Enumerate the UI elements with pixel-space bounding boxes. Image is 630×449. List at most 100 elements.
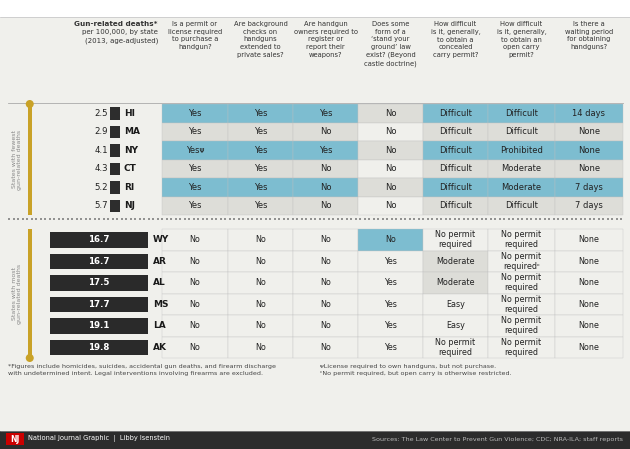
Text: (2013, age-adjusted): (2013, age-adjusted): [84, 37, 158, 44]
Bar: [488, 315, 555, 336]
Bar: [488, 251, 555, 272]
Bar: [293, 315, 358, 336]
Text: 4.1: 4.1: [94, 146, 108, 155]
Text: Difficult: Difficult: [439, 109, 472, 118]
Text: Yes: Yes: [384, 278, 397, 287]
Bar: [293, 251, 358, 272]
Text: Easy: Easy: [446, 300, 465, 309]
Text: WY: WY: [153, 235, 169, 244]
Bar: [8, 251, 162, 272]
Text: MS: MS: [153, 300, 168, 309]
Text: Difficult: Difficult: [439, 164, 472, 173]
Text: 14 days: 14 days: [573, 109, 605, 118]
Text: Difficult: Difficult: [439, 183, 472, 192]
Text: None: None: [578, 278, 599, 287]
Bar: [423, 197, 488, 215]
Bar: [28, 104, 32, 215]
Text: No: No: [320, 127, 331, 136]
Text: 5.7: 5.7: [94, 201, 108, 210]
Text: No: No: [320, 183, 331, 192]
Bar: [488, 159, 555, 178]
Text: Yes: Yes: [188, 201, 202, 210]
Bar: [358, 229, 423, 251]
Text: 16.7: 16.7: [88, 235, 110, 244]
Bar: [50, 275, 148, 291]
Bar: [293, 294, 358, 315]
Bar: [488, 123, 555, 141]
Text: No: No: [320, 201, 331, 210]
Text: 7 days: 7 days: [575, 183, 603, 192]
Bar: [293, 178, 358, 197]
Bar: [162, 197, 228, 215]
Text: Prohibited: Prohibited: [500, 146, 543, 155]
Text: 19.1: 19.1: [88, 321, 110, 330]
Bar: [228, 315, 293, 336]
Bar: [488, 178, 555, 197]
Text: *Figures include homicides, suicides, accidental gun deaths, and firearm dischar: *Figures include homicides, suicides, ac…: [8, 364, 276, 376]
Text: No permit
required: No permit required: [501, 273, 542, 292]
Bar: [8, 229, 162, 251]
Bar: [358, 294, 423, 315]
Bar: [162, 104, 228, 123]
Bar: [162, 123, 228, 141]
Bar: [162, 294, 228, 315]
Text: No: No: [320, 321, 331, 330]
Text: No: No: [255, 300, 266, 309]
Text: RI: RI: [124, 183, 134, 192]
Bar: [50, 232, 148, 247]
Bar: [228, 229, 293, 251]
Text: Yes: Yes: [319, 146, 332, 155]
Text: No: No: [320, 343, 331, 352]
Bar: [423, 141, 488, 159]
Bar: [555, 159, 623, 178]
Circle shape: [26, 100, 34, 108]
Bar: [358, 315, 423, 336]
Bar: [8, 104, 162, 123]
Text: None: None: [578, 235, 599, 244]
Bar: [555, 123, 623, 141]
Bar: [110, 163, 120, 175]
Text: Yes: Yes: [254, 146, 267, 155]
Text: Sources: The Law Center to Prevent Gun Violence; CDC; NRA-ILA; staff reports: Sources: The Law Center to Prevent Gun V…: [372, 436, 623, 441]
Text: No: No: [385, 127, 396, 136]
Text: 4.3: 4.3: [94, 164, 108, 173]
Bar: [555, 272, 623, 294]
Text: Yes: Yes: [188, 183, 202, 192]
Text: How difficult
is it, generally,
to obtain an
open carry
permit?: How difficult is it, generally, to obtai…: [496, 21, 546, 58]
Text: Yes: Yes: [188, 109, 202, 118]
Bar: [555, 294, 623, 315]
Text: Yes: Yes: [319, 109, 332, 118]
Text: Is there a
waiting period
for obtaining
handguns?: Is there a waiting period for obtaining …: [565, 21, 613, 50]
Bar: [488, 336, 555, 358]
Text: AR: AR: [153, 257, 167, 266]
Bar: [228, 336, 293, 358]
Text: Yes: Yes: [384, 321, 397, 330]
Text: 5.2: 5.2: [94, 183, 108, 192]
Text: No: No: [255, 278, 266, 287]
Bar: [423, 159, 488, 178]
Text: No: No: [385, 235, 396, 244]
Text: No: No: [320, 164, 331, 173]
Text: No permit
requiredᶜ: No permit requiredᶜ: [501, 251, 542, 271]
Bar: [358, 251, 423, 272]
Bar: [8, 272, 162, 294]
Bar: [228, 104, 293, 123]
Text: None: None: [578, 321, 599, 330]
Text: No: No: [385, 164, 396, 173]
Text: MA: MA: [124, 127, 140, 136]
Bar: [555, 141, 623, 159]
Bar: [358, 178, 423, 197]
Text: 2.5: 2.5: [94, 109, 108, 118]
Text: No: No: [255, 343, 266, 352]
Bar: [8, 159, 162, 178]
Bar: [423, 272, 488, 294]
Bar: [50, 254, 148, 269]
Bar: [228, 159, 293, 178]
Text: Yes: Yes: [384, 343, 397, 352]
Text: Moderate: Moderate: [501, 164, 542, 173]
Text: Moderate: Moderate: [436, 278, 475, 287]
Text: No: No: [385, 183, 396, 192]
Bar: [423, 178, 488, 197]
Text: Yes: Yes: [254, 109, 267, 118]
Bar: [488, 104, 555, 123]
